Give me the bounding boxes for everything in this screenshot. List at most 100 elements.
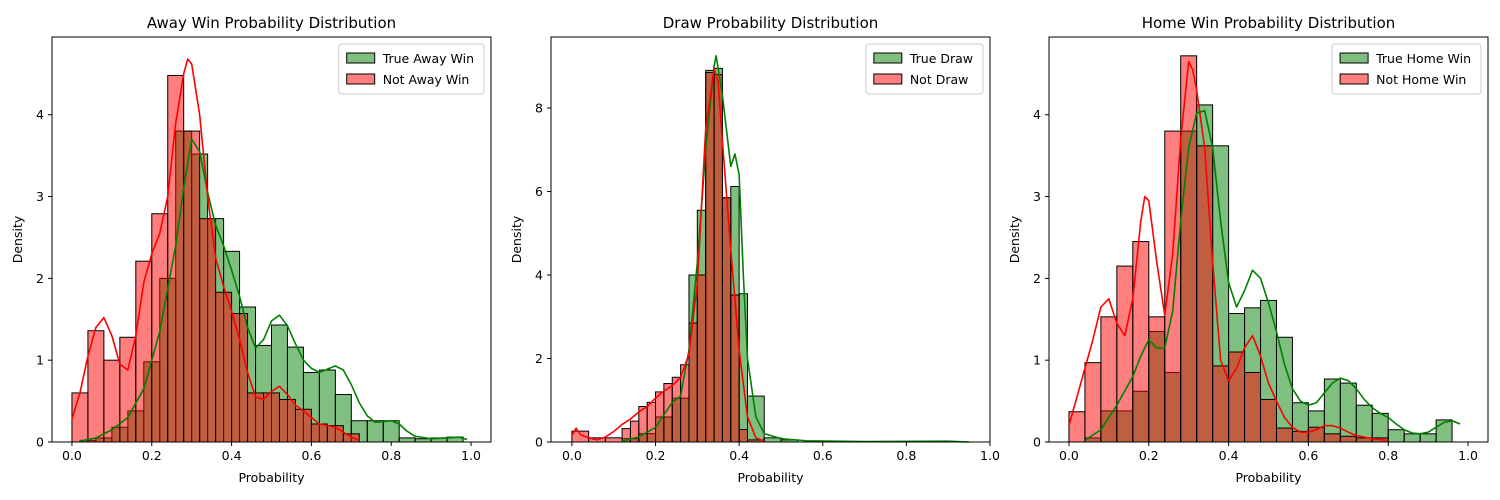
bar-0-1-3 <box>119 336 137 443</box>
bar-2-1-17 <box>1339 435 1357 443</box>
legend-0: True Away Win Not Away Win <box>338 43 485 95</box>
y-tick-label-0-1: 1 <box>36 353 44 368</box>
kde-line-2-1 <box>1068 60 1389 442</box>
y-tick-label-1-3: 6 <box>535 184 543 199</box>
y-axis-label-2: Density <box>1007 215 1022 263</box>
legend-label-0-0: True Away Win <box>382 51 474 66</box>
bar-0-1-15 <box>310 423 328 443</box>
x-tick-label-2-5: 1.0 <box>1458 448 1478 463</box>
bar-0-1-12 <box>263 392 280 443</box>
bar-0-1-9 <box>215 291 233 443</box>
bar-0-1-6 <box>167 74 185 443</box>
series-1-1 <box>571 71 765 443</box>
legend-swatch-2-1 <box>1339 73 1369 85</box>
bar-2-0-16 <box>1339 382 1357 443</box>
series-2-1 <box>1068 55 1389 443</box>
legend-swatch-1-0 <box>873 52 903 64</box>
bar-2-1-16 <box>1323 433 1341 443</box>
bar-0-1-10 <box>231 313 249 443</box>
bar-1-1-6 <box>646 401 657 443</box>
bar-0-0-18 <box>366 420 384 443</box>
x-tick-label-1-2: 0.4 <box>729 448 749 463</box>
legend-label-1-1: Not Draw <box>910 72 969 87</box>
bar-2-1-9 <box>1212 365 1230 443</box>
y-tick-label-2-0: 0 <box>1033 435 1041 450</box>
chart-title-1: Draw Probability Distribution <box>663 14 879 32</box>
legend-label-2-0: True Home Win <box>1375 51 1471 66</box>
x-axis-label-1: Probability <box>737 470 804 485</box>
x-tick-label-2-1: 0.2 <box>1139 448 1159 463</box>
bar-2-0-15 <box>1323 378 1341 443</box>
x-tick-label-1-5: 1.0 <box>980 448 1000 463</box>
y-tick-label-0-2: 2 <box>36 271 44 286</box>
legend-label-2-1: Not Home Win <box>1376 72 1466 87</box>
bar-2-1-2 <box>1100 316 1118 443</box>
y-tick-label-1-2: 4 <box>535 267 543 282</box>
bar-0-1-14 <box>294 408 312 443</box>
x-tick-label-0-3: 0.6 <box>301 448 321 463</box>
bar-1-1-13 <box>705 71 715 443</box>
x-tick-label-0-4: 0.8 <box>381 448 401 463</box>
x-axis-label-0: Probability <box>238 470 305 485</box>
bar-0-1-8 <box>199 218 217 443</box>
kde-line-0-0 <box>79 138 468 442</box>
bar-2-1-1 <box>1084 362 1102 443</box>
legend-swatch-0-0 <box>346 52 376 64</box>
x-axis-label-2: Probability <box>1235 470 1302 485</box>
x-tick-label-0-1: 0.2 <box>142 448 162 463</box>
bar-0-0-19 <box>382 420 400 443</box>
y-tick-label-1-0: 0 <box>535 435 543 450</box>
kde-line-1-0 <box>621 54 970 443</box>
bar-1-1-12 <box>696 274 707 443</box>
bar-1-1-17 <box>738 428 749 443</box>
bar-1-0-14 <box>747 395 765 443</box>
bar-2-1-3 <box>1116 265 1134 443</box>
x-tick-label-0-2: 0.4 <box>222 448 242 463</box>
axes-frame-0 <box>51 36 492 443</box>
bar-1-1-2 <box>604 437 623 443</box>
legend-swatch-1-1 <box>873 73 903 85</box>
chart-panel-1: 0.0 0.2 0.4 0.6 0.8 1.0 0 2 4 6 8 Draw Probability … <box>509 14 1000 485</box>
legend-box-2 <box>1331 43 1482 95</box>
bar-0-0-20 <box>398 437 416 443</box>
axes-frame-1 <box>550 36 991 443</box>
bar-2-1-11 <box>1244 371 1262 443</box>
x-tick-label-2-0: 0.0 <box>1059 448 1079 463</box>
x-tick-label-0-5: 1.0 <box>461 448 481 463</box>
bar-0-1-0 <box>71 392 89 443</box>
x-tick-label-2-4: 0.8 <box>1378 448 1398 463</box>
bar-2-1-12 <box>1260 398 1277 443</box>
y-tick-label-1-1: 2 <box>535 351 543 366</box>
bar-2-0-12 <box>1275 336 1293 443</box>
chart-panel-0: 0.0 0.2 0.4 0.6 0.8 1.0 0 1 2 3 4 Away Win Probabil… <box>10 14 492 485</box>
legend-2: True Home Win Not Home Win <box>1331 43 1482 95</box>
y-tick-label-1-4: 8 <box>535 100 543 115</box>
legend-swatch-2-0 <box>1339 52 1369 64</box>
x-tick-label-2-3: 0.6 <box>1298 448 1318 463</box>
kde-line-0-1 <box>71 58 360 442</box>
bar-0-1-4 <box>135 260 153 443</box>
bar-2-0-19 <box>1387 429 1405 443</box>
bar-2-1-8 <box>1196 145 1214 443</box>
bar-2-0-21 <box>1419 433 1437 443</box>
y-tick-label-0-0: 0 <box>36 435 44 450</box>
axes-frame-2 <box>1048 36 1489 443</box>
y-tick-label-2-3: 3 <box>1033 189 1041 204</box>
chart-title-2: Home Win Probability Distribution <box>1142 14 1396 32</box>
y-axis-label-1: Density <box>509 215 524 263</box>
y-tick-label-0-3: 3 <box>36 189 44 204</box>
bar-2-0-20 <box>1403 433 1421 443</box>
bar-2-1-10 <box>1228 351 1246 443</box>
bar-0-1-11 <box>247 392 265 443</box>
legend-1: True Draw Not Draw <box>865 43 984 95</box>
y-tick-label-2-4: 4 <box>1033 107 1041 122</box>
x-tick-label-1-4: 0.8 <box>896 448 916 463</box>
bar-2-1-5 <box>1148 316 1166 443</box>
x-tick-label-1-3: 0.6 <box>813 448 833 463</box>
chart-title-0: Away Win Probability Distribution <box>147 14 396 32</box>
chart-panel-2: 0.0 0.2 0.4 0.6 0.8 1.0 0 1 2 3 4 Home Win Probabil… <box>1007 14 1489 485</box>
y-tick-label-2-2: 2 <box>1033 271 1041 286</box>
kde-line-1-1 <box>571 67 765 442</box>
x-tick-label-0-0: 0.0 <box>62 448 82 463</box>
bar-2-1-13 <box>1275 427 1293 443</box>
